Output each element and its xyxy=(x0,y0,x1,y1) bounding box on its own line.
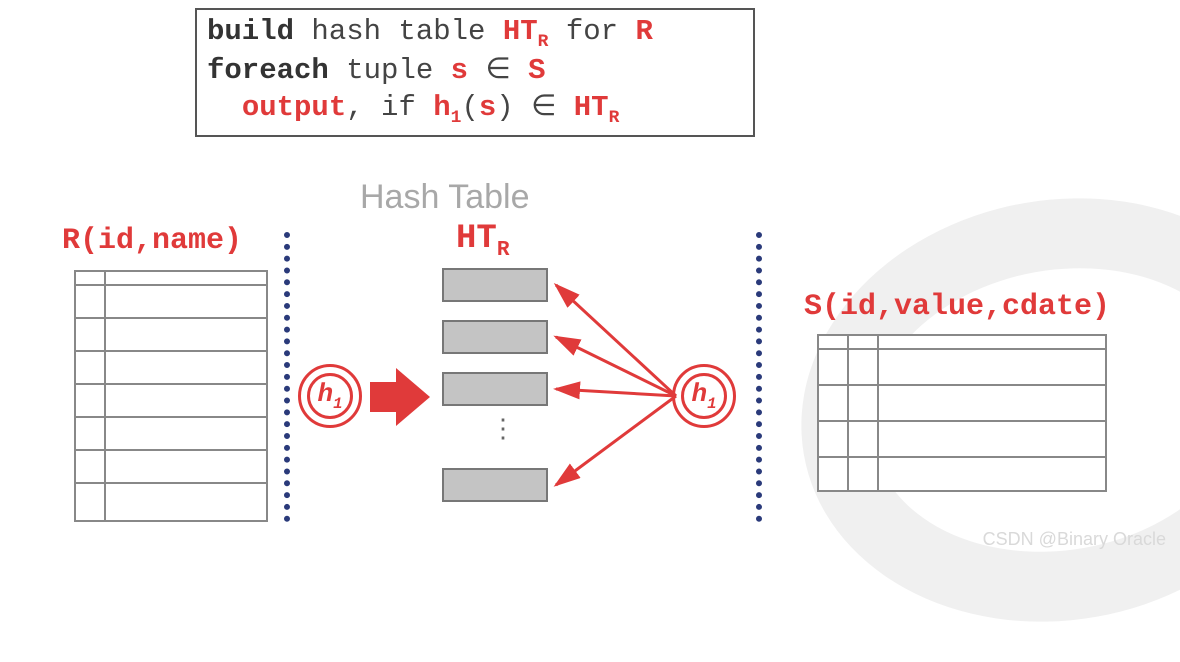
col-sep xyxy=(877,336,879,490)
watermark: CSDN @Binary Oracle xyxy=(983,529,1166,550)
h1-label: h1 xyxy=(692,379,717,412)
hash-fn-badge-right: h1 xyxy=(672,364,736,428)
hash-slot xyxy=(442,320,548,354)
kw-output: output xyxy=(242,91,346,124)
htr: HTR xyxy=(503,15,549,48)
txt: for xyxy=(548,15,635,48)
hash-slot xyxy=(442,268,548,302)
code-line-3: output, if h1(s) ∈ HTR xyxy=(207,90,743,129)
htr-label: HTR xyxy=(456,220,509,262)
txt: ∈ xyxy=(468,54,528,87)
sym-s: s xyxy=(451,54,468,87)
col-sep xyxy=(104,272,106,520)
table-row xyxy=(819,386,1105,422)
sym-s2: s xyxy=(479,91,496,124)
relation-S-label: S(id,value,cdate) xyxy=(804,290,1110,324)
dashed-separator-right xyxy=(756,232,762,522)
txt: hash table xyxy=(294,15,503,48)
txt: ) ∈ xyxy=(496,91,573,124)
ellipsis-icon: ⋮ xyxy=(490,414,518,445)
h1: h1 xyxy=(433,91,461,124)
relation-R-label: R(id,name) xyxy=(62,224,242,258)
htr2: HTR xyxy=(574,91,620,124)
hash-slot xyxy=(442,468,548,502)
kw-build: build xyxy=(207,15,294,48)
txt: , if xyxy=(346,91,433,124)
code-line-1: build hash table HTR for R xyxy=(207,14,743,53)
dashed-separator-left xyxy=(284,232,290,522)
col-sep xyxy=(847,336,849,490)
code-line-2: foreach tuple s ∈ S xyxy=(207,53,743,89)
sym-R: R xyxy=(635,15,652,48)
table-row xyxy=(819,350,1105,386)
hash-fn-badge-left: h1 xyxy=(298,364,362,428)
txt: ( xyxy=(461,91,478,124)
txt: tuple xyxy=(329,54,451,87)
pseudocode-box: build hash table HTR for R foreach tuple… xyxy=(195,8,755,137)
table-row xyxy=(819,422,1105,458)
hash-slot xyxy=(442,372,548,406)
h1-label: h1 xyxy=(318,379,343,412)
kw-foreach: foreach xyxy=(207,54,329,87)
table-R xyxy=(74,270,268,522)
table-row xyxy=(819,336,1105,350)
sym-S: S xyxy=(528,54,545,87)
hash-table-title: Hash Table xyxy=(360,178,530,217)
table-row xyxy=(819,458,1105,494)
table-S xyxy=(817,334,1107,492)
